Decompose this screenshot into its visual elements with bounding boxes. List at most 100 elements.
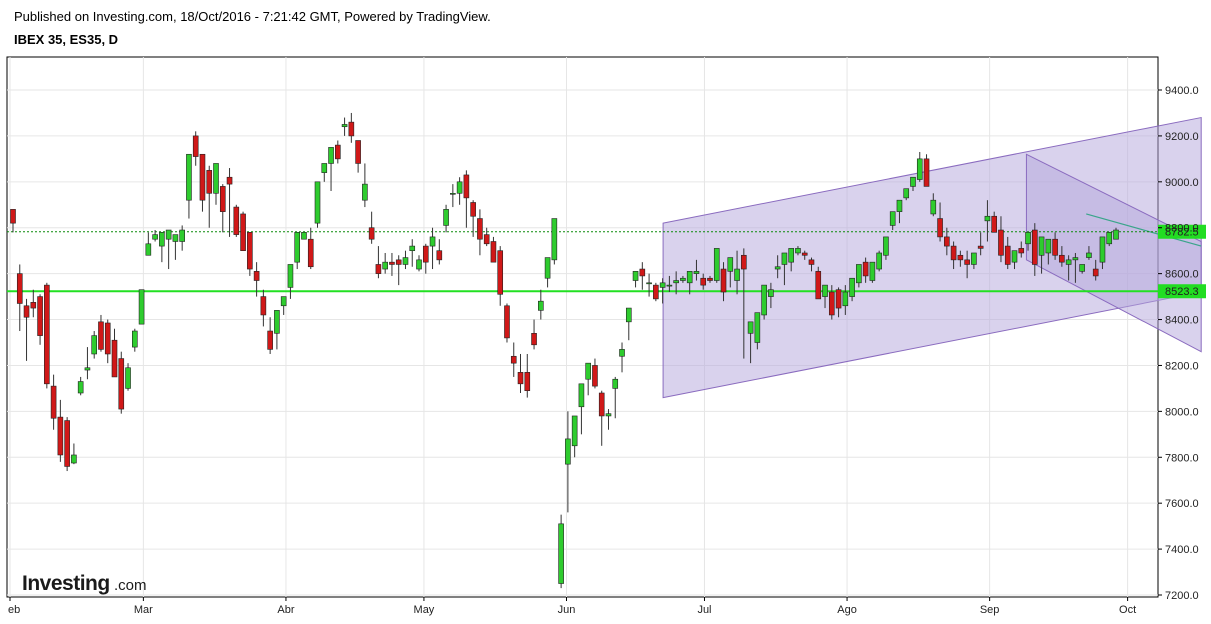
candle-down: [368, 211, 375, 244]
candle-down: [104, 319, 111, 364]
candle-body: [91, 335, 98, 355]
candle-up: [328, 147, 334, 191]
candle-up: [910, 176, 916, 191]
candle-up: [409, 239, 416, 267]
investing-logo: Investing .com: [22, 572, 147, 595]
candle-body: [362, 183, 368, 201]
candle-down: [517, 353, 524, 393]
candle-body: [1052, 238, 1058, 256]
candle-body: [71, 454, 77, 464]
candle-body: [172, 234, 179, 242]
candle-down: [10, 209, 16, 233]
candle-up: [402, 250, 409, 270]
candle-body: [605, 413, 612, 417]
candle-body: [233, 206, 240, 235]
candle-up: [768, 282, 774, 309]
candle-down: [504, 303, 510, 343]
horizontal-levels: 8782.5 8523.3: [7, 224, 1206, 299]
candle-body: [314, 181, 321, 224]
candle-up: [565, 411, 571, 513]
candle-body: [98, 321, 104, 350]
candle-body: [206, 170, 213, 194]
candle-body: [571, 415, 578, 447]
candle-body: [1011, 250, 1018, 263]
candle-body: [1072, 257, 1079, 261]
candle-up: [761, 284, 767, 320]
price-label-box: [1158, 284, 1206, 299]
candle-up: [321, 163, 328, 182]
candle-body: [1025, 232, 1031, 245]
candle-body: [930, 199, 937, 215]
candle-up: [544, 257, 551, 288]
candle-body: [524, 372, 531, 392]
candle-body: [260, 296, 267, 316]
candle-up: [896, 199, 903, 224]
candle-down: [470, 200, 476, 237]
candle-up: [341, 117, 348, 136]
candle-up: [280, 296, 287, 315]
candle-up: [416, 255, 422, 272]
candle-body: [443, 209, 449, 226]
candle-body: [903, 188, 910, 199]
candle-body: [707, 277, 713, 281]
y-tick-label: 8400.0: [1165, 315, 1199, 327]
candle-down: [483, 227, 490, 247]
candle-body: [226, 176, 233, 185]
candle-up: [856, 264, 862, 288]
candle-up: [77, 376, 84, 396]
candle-up: [1086, 246, 1092, 260]
candle-body: [517, 372, 524, 385]
candle-up: [666, 275, 673, 292]
candle-body: [213, 163, 219, 194]
candle-body: [659, 282, 666, 288]
y-tick-label: 8800.0: [1165, 223, 1199, 235]
candle-down: [64, 417, 70, 472]
candle-up: [984, 200, 991, 242]
published-note: Published on Investing.com, 18/Oct/2016 …: [14, 9, 491, 24]
candle-down: [1059, 246, 1065, 267]
candle-body: [186, 153, 192, 201]
candle-up: [849, 277, 855, 302]
candle-up: [125, 363, 131, 391]
candle-body: [713, 248, 720, 281]
trend-line: [1086, 213, 1202, 247]
candle-up: [686, 271, 693, 295]
candle-down: [1018, 241, 1025, 258]
candle-down: [592, 358, 598, 389]
candle-body: [801, 252, 808, 256]
candle-series: [10, 112, 1119, 589]
candle-down: [808, 257, 815, 272]
y-tick-label: 9200.0: [1165, 131, 1199, 143]
candle-down: [991, 211, 997, 233]
candle-body: [328, 147, 334, 164]
candle-up: [1106, 232, 1113, 247]
candle-body: [510, 355, 517, 364]
candle-down: [510, 342, 517, 377]
candle-down: [862, 257, 869, 283]
candle-body: [1106, 232, 1113, 245]
candle-up: [314, 181, 321, 228]
candle-down: [957, 250, 964, 267]
candle-body: [165, 229, 172, 240]
candle-down: [944, 227, 950, 256]
candle-body: [991, 215, 997, 233]
candle-body: [375, 264, 382, 274]
candle-down: [741, 248, 747, 359]
candle-body: [768, 289, 774, 297]
candle-body: [998, 229, 1004, 256]
candle-body: [179, 229, 185, 242]
candle-up: [287, 264, 294, 299]
candle-body: [910, 176, 916, 187]
candle-down: [375, 246, 382, 279]
candle-body: [341, 124, 348, 128]
candle-up: [781, 252, 788, 286]
candle-down: [1004, 236, 1011, 270]
candle-up: [876, 250, 882, 272]
y-tick-label: 9000.0: [1165, 177, 1199, 189]
candle-body: [822, 284, 828, 297]
candle-body: [856, 264, 862, 284]
candle-body: [253, 271, 260, 281]
candle-body: [389, 261, 395, 265]
candle-body: [395, 259, 402, 265]
